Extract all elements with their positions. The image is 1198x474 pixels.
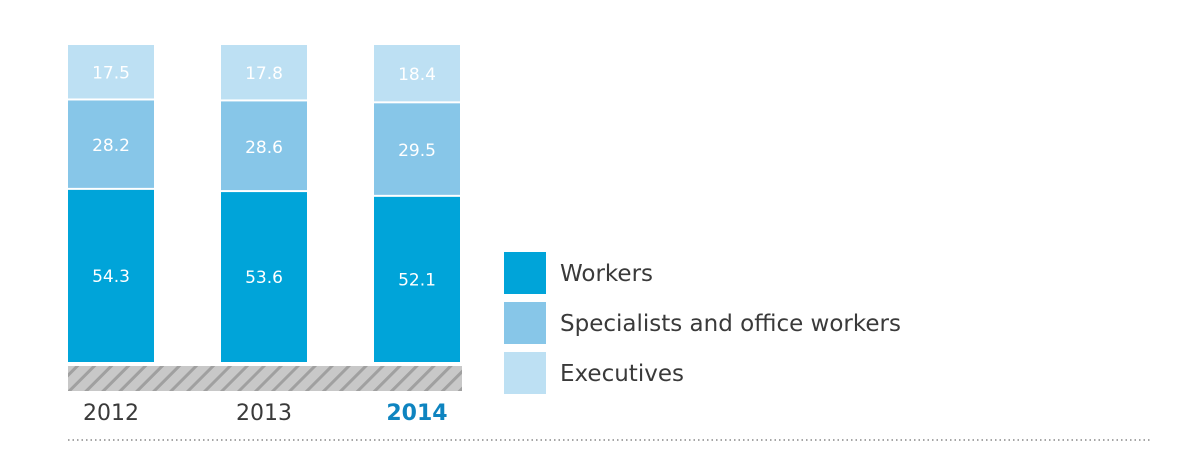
legend-label: Specialists and office workers <box>560 311 901 337</box>
legend-swatch <box>504 352 546 394</box>
data-label: 28.2 <box>92 136 130 156</box>
bar-2014-workers <box>374 196 460 362</box>
bar-2014-specialists-and-office-workers <box>374 103 460 195</box>
bar-2013-workers <box>221 192 307 362</box>
baseline-hatch <box>68 366 462 391</box>
year-label-2014: 2014 <box>386 401 447 426</box>
data-label: 28.6 <box>245 138 283 158</box>
x-axis-labels: 2012 2013 2014 <box>83 401 448 426</box>
data-label: 52.1 <box>398 270 436 290</box>
year-label-2013: 2013 <box>236 401 292 426</box>
bar-2012-workers <box>68 189 154 362</box>
bar-2012-specialists-and-office-workers <box>68 100 154 188</box>
legend-label: Workers <box>560 261 653 287</box>
year-label-2012: 2012 <box>83 401 139 426</box>
bar-2013-executives <box>221 45 307 100</box>
data-label: 17.5 <box>92 64 130 84</box>
bar-2012-executives <box>68 45 154 99</box>
legend-swatch <box>504 302 546 344</box>
bars-group: 54.3 28.2 17.5 53.6 28.6 17.8 52.1 29.5 18.4 <box>68 45 460 362</box>
legend-label: Executives <box>560 361 684 387</box>
bar-2013-specialists-and-office-workers <box>221 101 307 191</box>
data-label: 29.5 <box>398 141 436 161</box>
bar-2014-executives <box>374 45 460 102</box>
data-label: 53.6 <box>245 268 283 288</box>
data-label: 18.4 <box>398 65 436 85</box>
legend-swatch <box>504 252 546 294</box>
legend: Workers Specialists and office workers Exe… <box>504 252 901 394</box>
data-label: 17.8 <box>245 64 283 84</box>
data-label: 54.3 <box>92 267 130 287</box>
